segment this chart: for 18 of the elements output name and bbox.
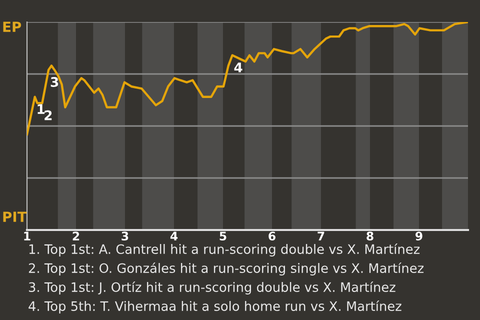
text: EP: [3, 22, 22, 32]
x-tick-label: 5: [220, 232, 226, 241]
text: 2. Top 1st: O. Gonzáles hit a run-scoring single vs X. Martínez: [28, 262, 424, 276]
x-tick-label: 8: [366, 232, 374, 241]
text: 3. Top 1st: J. Ortíz hit a run-scoring double vs X. Martínez: [28, 281, 396, 295]
text: 4. Top 5th: T. Vihermaa hit a solo home run vs X. Martínez: [28, 300, 402, 314]
x-tick-label: 9: [416, 232, 422, 241]
x-tick-label: 2: [72, 232, 80, 240]
annotation: 3: [50, 77, 58, 87]
x-tick-label: 6: [268, 232, 276, 241]
x-tick-label: 7: [318, 232, 324, 240]
annotation: 1: [38, 104, 44, 114]
x-tick-label: 4: [170, 232, 178, 240]
text: 1. Top 1st: A. Cantrell hit a run-scoring double vs X. Martínez: [29, 243, 420, 257]
x-tick-label: 3: [122, 232, 128, 241]
x-tick-label: 1: [24, 232, 30, 240]
annotation: 4: [234, 62, 242, 72]
annotation: 2: [44, 110, 52, 120]
